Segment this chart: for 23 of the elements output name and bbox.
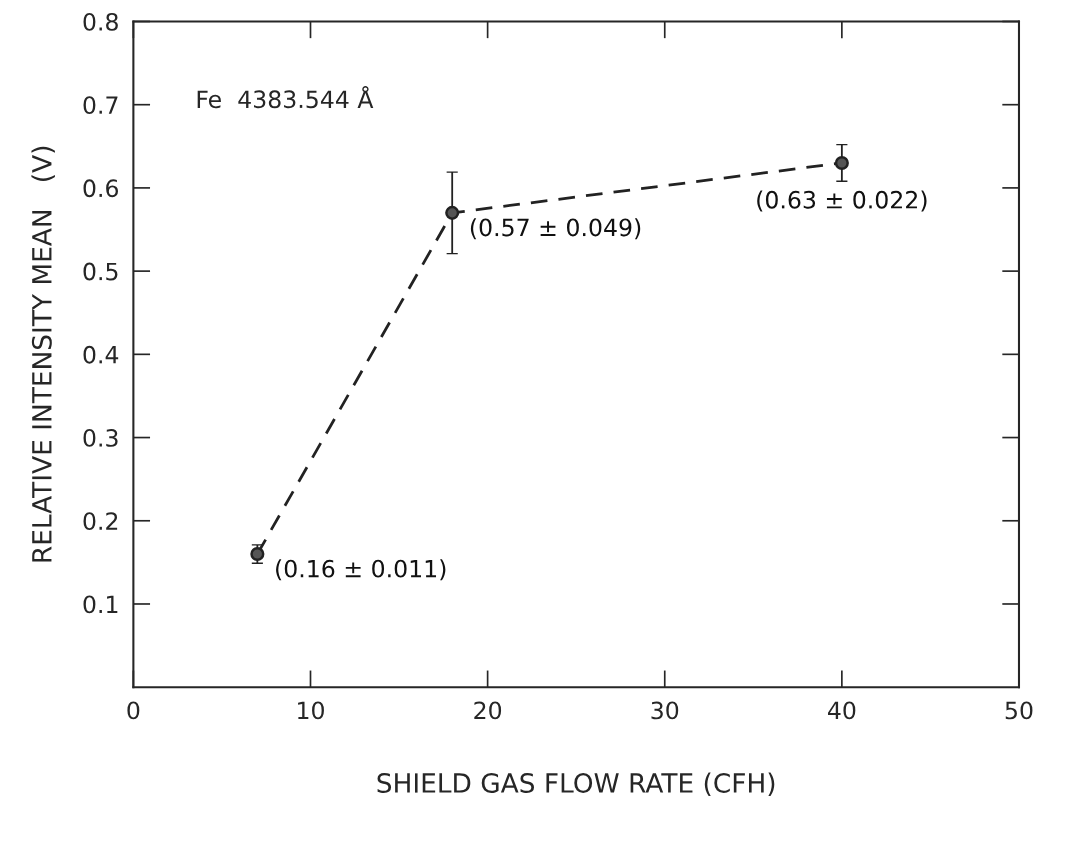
x-tick-label: 50 bbox=[1005, 701, 1033, 720]
x-tick-label: 0 bbox=[127, 701, 140, 720]
x-axis-title: SHIELD GAS FLOW RATE (CFH) bbox=[377, 772, 775, 797]
y-tick-label: 0.2 bbox=[83, 512, 118, 531]
data-label: (0.57 ± 0.049) bbox=[470, 218, 641, 240]
x-tick-label: 10 bbox=[298, 701, 324, 720]
point bbox=[250, 547, 265, 562]
data-label: (0.16 ± 0.011) bbox=[276, 559, 446, 581]
y-tick-label: 0.5 bbox=[83, 262, 118, 281]
y-tick-label: 0.4 bbox=[83, 345, 119, 364]
y-tick-label: 0.3 bbox=[83, 429, 118, 447]
x-tick-label: 30 bbox=[651, 701, 679, 720]
y-tick-label: 0.7 bbox=[83, 96, 118, 114]
y-tick-label: 0.8 bbox=[83, 12, 118, 31]
y-axis-title: RELATIVE INTENSITY MEAN (V) bbox=[31, 146, 55, 562]
x-tick-label: 40 bbox=[828, 701, 856, 720]
y-tick-label: 0.1 bbox=[83, 595, 118, 614]
point bbox=[834, 155, 849, 170]
annotation: Fe 4383.544 Å bbox=[197, 85, 374, 109]
data-label: (0.63 ± 0.022) bbox=[757, 190, 927, 212]
y-tick-label: 0.6 bbox=[83, 179, 118, 198]
x-tick-label: 20 bbox=[474, 701, 502, 720]
point bbox=[445, 205, 460, 220]
